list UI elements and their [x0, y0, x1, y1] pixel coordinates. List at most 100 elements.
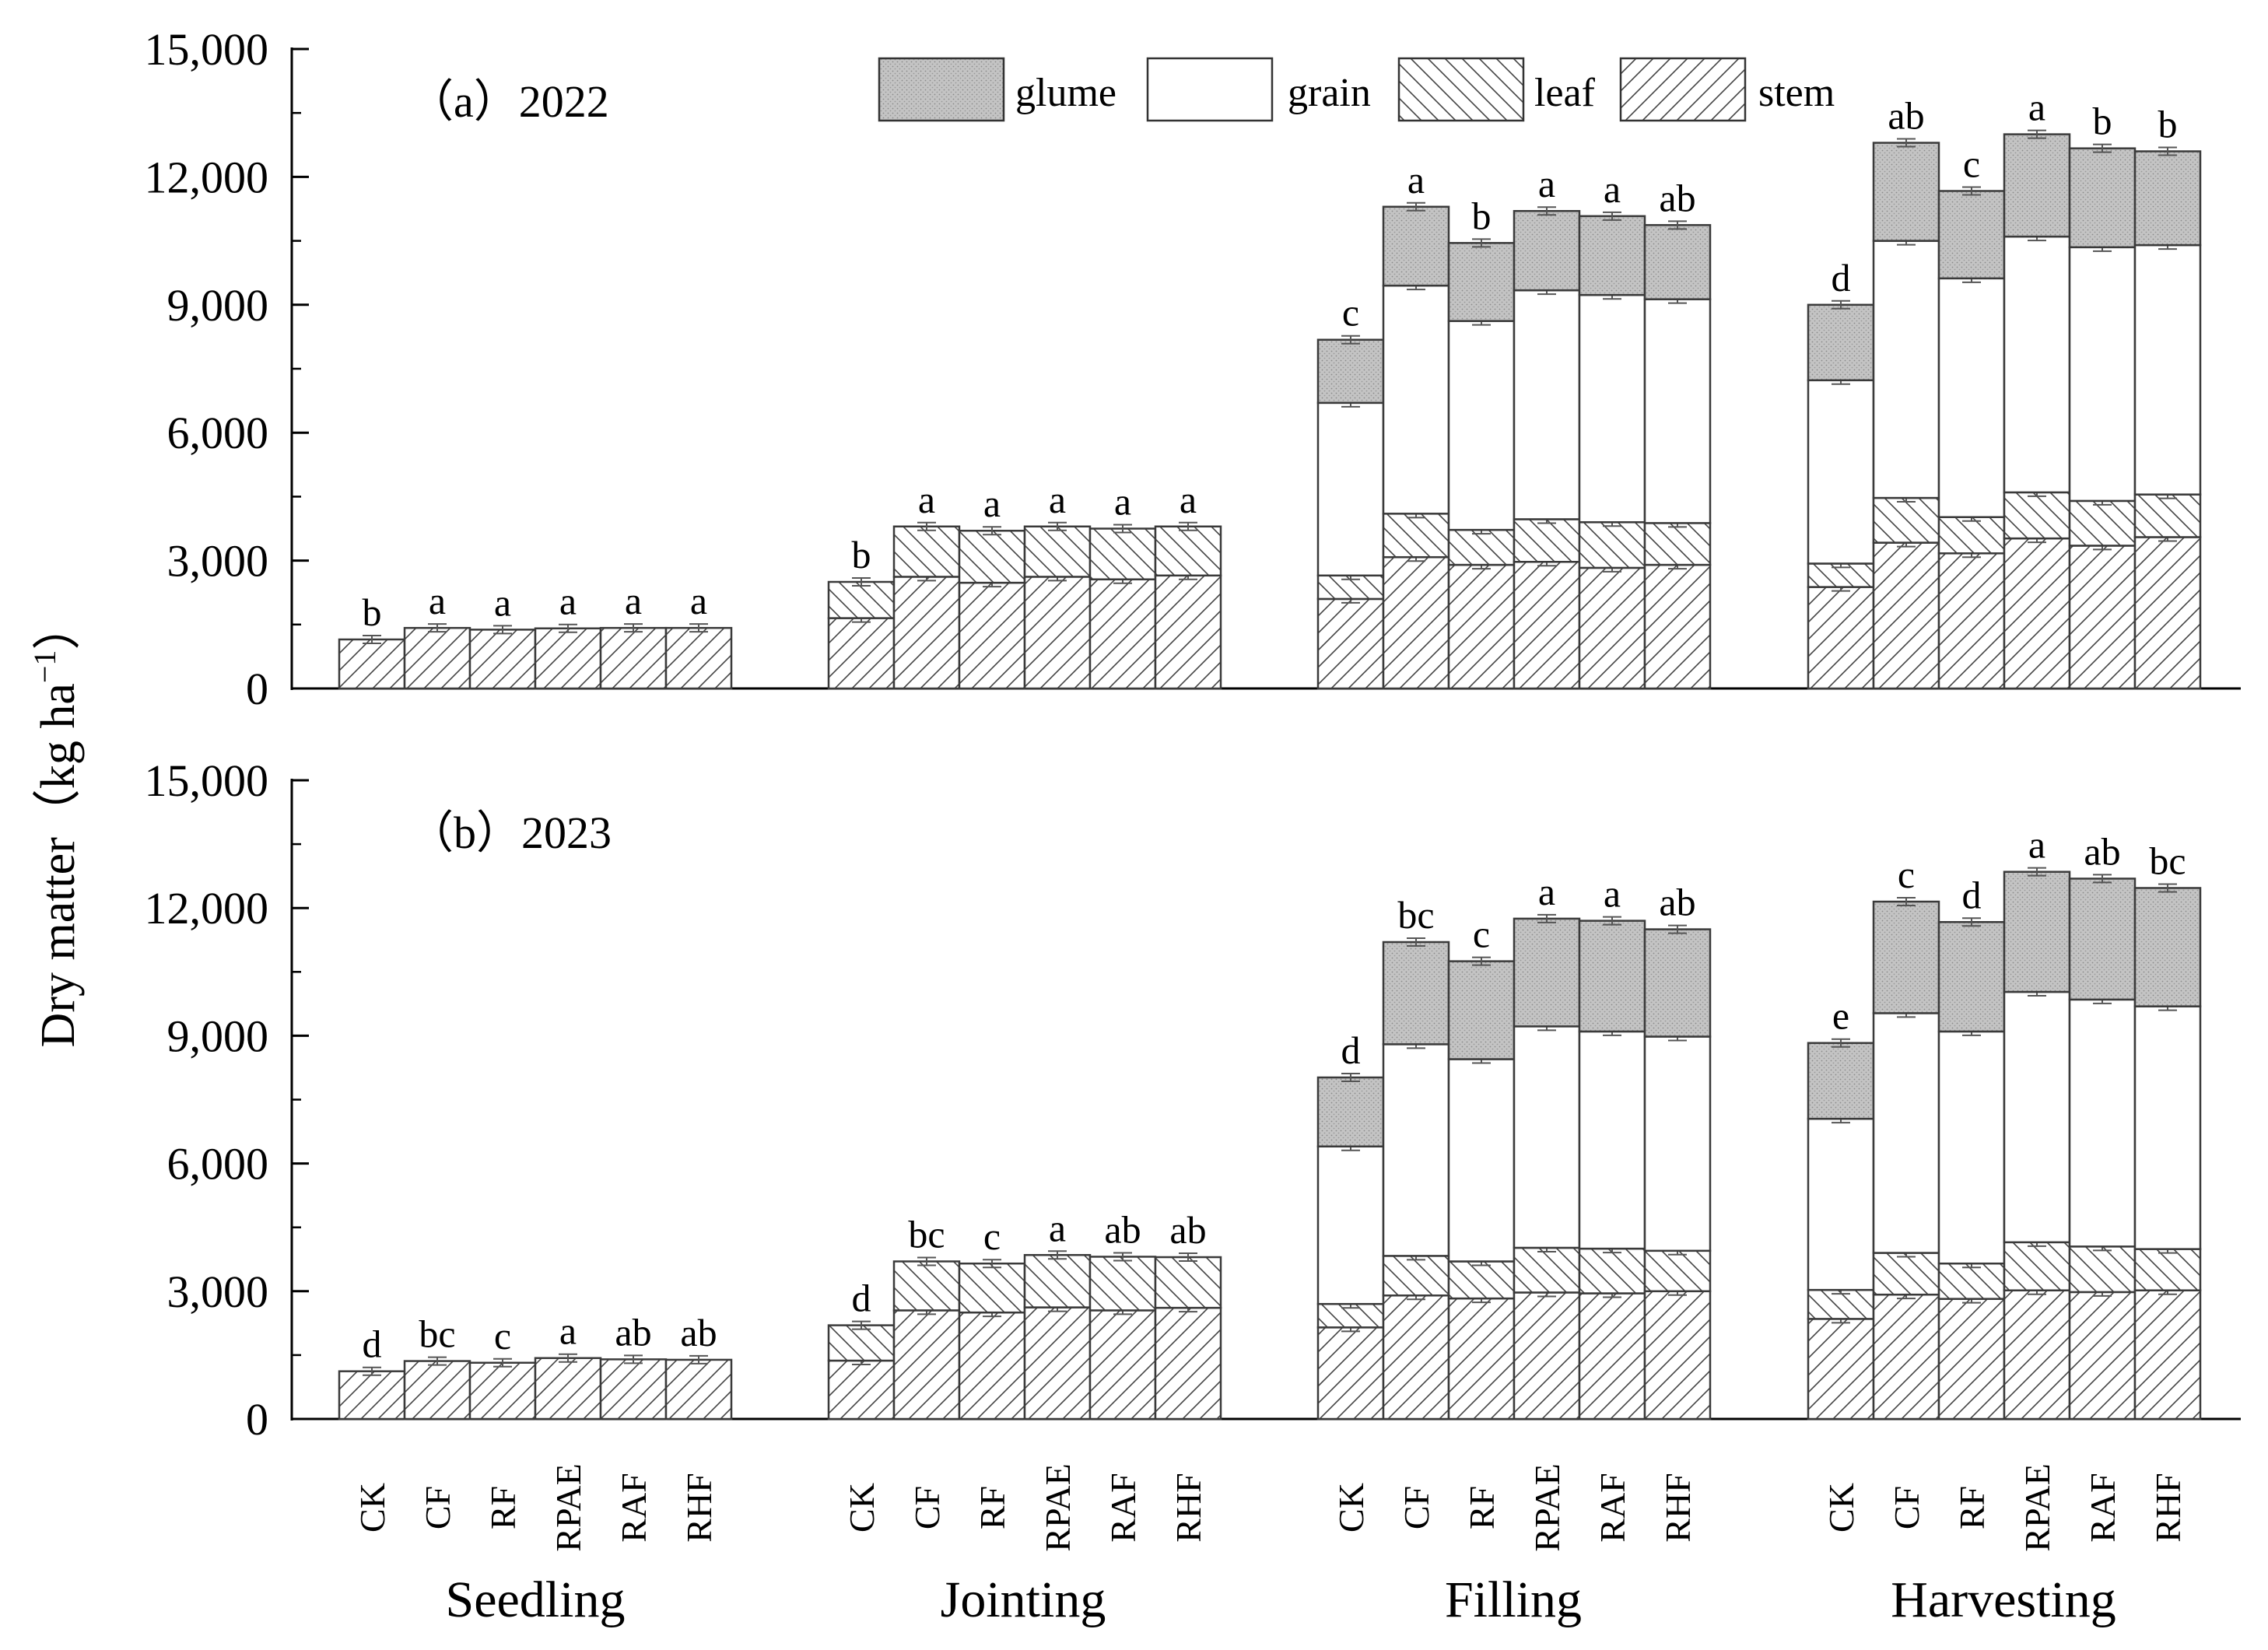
- error-bar: [2028, 867, 2046, 877]
- bar-stem: [1872, 1293, 1940, 1421]
- legend-swatch-stem: [1619, 57, 1747, 122]
- bar-grain: [1872, 240, 1940, 499]
- bar-stem: [664, 626, 733, 690]
- bar-stem: [958, 1311, 1026, 1421]
- bar-leaf: [1937, 1262, 2006, 1300]
- bar-glume: [1316, 338, 1385, 405]
- error-bar: [428, 1356, 447, 1366]
- bar-stem: [1937, 552, 2006, 690]
- x-tick-label: RAF: [614, 1473, 654, 1542]
- bar-stem: [1807, 586, 1875, 690]
- bar-glume: [1643, 224, 1712, 300]
- bar-stem: [1023, 576, 1092, 690]
- error-bar: [1113, 524, 1132, 534]
- significance-letter: c: [1473, 913, 1490, 956]
- bar-stem: [2133, 536, 2202, 690]
- bar-leaf: [1807, 562, 1875, 588]
- error-bar: [1472, 956, 1491, 966]
- bar-leaf: [2003, 491, 2071, 540]
- significance-letter: e: [1832, 994, 1849, 1038]
- y-tick-label: 0: [246, 664, 268, 714]
- bar-grain: [1937, 1030, 2006, 1265]
- bar-stem: [1578, 1292, 1646, 1421]
- bar-leaf: [1088, 1256, 1157, 1312]
- x-tick-label: RAF: [2083, 1473, 2123, 1542]
- error-bar: [1179, 1252, 1197, 1263]
- significance-letter: ab: [1888, 94, 1924, 138]
- error-bar: [2158, 883, 2177, 893]
- bar-glume: [1872, 900, 1940, 1014]
- stage-label-harvesting: Harvesting: [1891, 1571, 2116, 1628]
- bar-leaf: [1382, 513, 1450, 559]
- significance-letter: bc: [1397, 893, 1434, 937]
- y-tick-label: 15,000: [145, 24, 269, 75]
- significance-letter: d: [1962, 873, 1982, 916]
- bar-stem: [827, 617, 896, 690]
- y-tick-label: 6,000: [167, 408, 269, 458]
- error-bar: [2028, 129, 2046, 139]
- stage-label-filling: Filling: [1445, 1571, 1582, 1628]
- error-bar: [689, 1354, 708, 1364]
- error-bar: [1537, 206, 1556, 216]
- bar-stem: [2003, 537, 2071, 690]
- legend: glume grain leaf stem: [878, 57, 1835, 122]
- bar-glume: [1643, 928, 1712, 1038]
- bar-leaf: [892, 1260, 961, 1312]
- error-bar: [1603, 916, 1621, 926]
- bar-leaf: [1643, 1249, 1712, 1293]
- significance-letter: a: [2028, 86, 2045, 129]
- bar-glume: [1937, 921, 2006, 1033]
- bar-stem: [664, 1358, 733, 1421]
- significance-letter: bc: [2149, 839, 2186, 882]
- error-bar: [363, 1366, 381, 1376]
- bar-leaf: [1447, 1260, 1516, 1300]
- significance-letter: b: [2158, 103, 2178, 146]
- bar-glume: [1316, 1076, 1385, 1147]
- significance-letter: c: [494, 1314, 511, 1357]
- x-tick-label: RF: [973, 1486, 1012, 1529]
- bar-grain: [1578, 293, 1646, 524]
- x-tick-label: RF: [1952, 1486, 1992, 1529]
- significance-letter: a: [1114, 480, 1131, 524]
- y-tick-label: 0: [246, 1394, 268, 1445]
- x-tick-label: RAF: [1593, 1473, 1632, 1542]
- x-tick-label: RF: [1462, 1486, 1502, 1529]
- bar-glume: [2133, 150, 2202, 247]
- bar-glume: [1578, 920, 1646, 1033]
- significance-letter: c: [1963, 142, 1980, 185]
- bar-glume: [2003, 133, 2071, 238]
- bar-stem: [1316, 1326, 1385, 1421]
- significance-letter: bc: [908, 1212, 945, 1256]
- bar-stem: [958, 581, 1026, 690]
- bar-stem: [1643, 1290, 1712, 1421]
- significance-letter: ab: [1659, 176, 1695, 219]
- bar-grain: [2068, 246, 2137, 503]
- significance-letter: b: [852, 533, 871, 576]
- significance-letter: d: [852, 1277, 871, 1320]
- bar-grain: [1643, 298, 1712, 524]
- significance-letter: b: [363, 590, 382, 634]
- significance-letter: a: [690, 579, 707, 622]
- error-bar: [1603, 211, 1621, 221]
- significance-letter: a: [1604, 167, 1621, 211]
- bar-stem: [1447, 1297, 1516, 1421]
- bar-grain: [1447, 320, 1516, 531]
- bar-leaf: [1643, 522, 1712, 566]
- bar-stem: [338, 1370, 406, 1421]
- error-bar: [1048, 1250, 1067, 1260]
- bar-grain: [1643, 1035, 1712, 1252]
- error-bar: [1962, 917, 1981, 927]
- bar-grain: [2068, 998, 2137, 1248]
- y-tick-label: 6,000: [167, 1139, 269, 1189]
- bar-leaf: [1513, 1246, 1581, 1294]
- significance-letter: a: [1407, 158, 1425, 201]
- error-bar: [2158, 146, 2177, 156]
- error-bar: [2093, 874, 2112, 884]
- error-bar: [624, 1354, 643, 1364]
- significance-letter: a: [1538, 870, 1555, 913]
- error-bar: [1962, 186, 1981, 196]
- bar-leaf: [827, 580, 896, 619]
- bar-leaf: [958, 529, 1026, 584]
- bar-stem: [534, 1357, 602, 1421]
- bar-grain: [1807, 379, 1875, 565]
